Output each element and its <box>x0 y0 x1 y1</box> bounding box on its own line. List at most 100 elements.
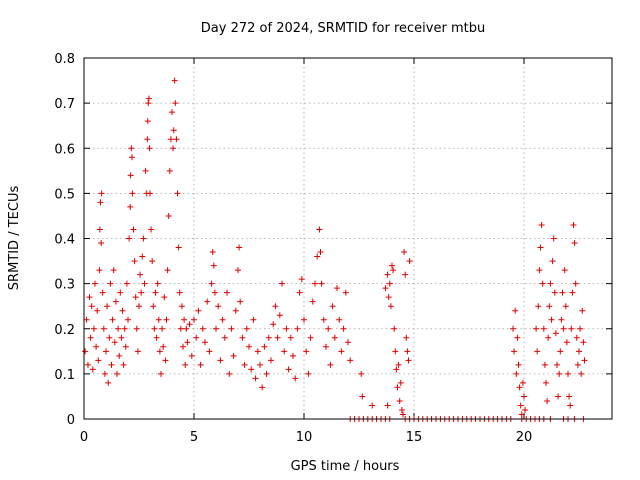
data-point <box>387 303 394 310</box>
data-point <box>243 325 250 332</box>
data-point <box>539 280 546 287</box>
data-point <box>84 361 91 368</box>
x-axis-label: GPS time / hours <box>291 459 400 474</box>
data-point <box>342 289 349 296</box>
data-point <box>294 325 301 332</box>
data-point <box>560 325 567 332</box>
data-point <box>549 258 556 265</box>
data-point <box>153 334 160 341</box>
data-point <box>176 289 183 296</box>
data-point <box>274 334 281 341</box>
data-point <box>115 325 122 332</box>
data-point <box>544 397 551 404</box>
axis-ticks <box>83 57 612 420</box>
data-point <box>195 307 202 314</box>
data-point <box>236 244 243 251</box>
data-point <box>178 303 185 310</box>
data-point <box>228 325 235 332</box>
data-point <box>127 172 134 179</box>
data-point <box>359 393 366 400</box>
data-point <box>161 294 168 301</box>
data-point <box>392 348 399 355</box>
data-point <box>88 303 95 310</box>
chart-title: Day 272 of 2024, SRMTID for receiver mtb… <box>201 21 485 36</box>
data-point <box>572 280 579 287</box>
y-tick-label: 0.4 <box>54 233 75 248</box>
data-point <box>279 280 285 287</box>
data-point <box>276 312 283 319</box>
data-point <box>541 361 548 368</box>
data-point <box>568 325 575 332</box>
data-point <box>83 316 90 323</box>
data-point <box>314 253 321 260</box>
data-point <box>159 325 166 332</box>
data-point <box>510 325 516 332</box>
data-point <box>252 375 259 382</box>
data-point <box>287 334 294 341</box>
data-point <box>389 262 395 269</box>
data-point <box>578 370 585 377</box>
data-point <box>117 289 124 296</box>
y-tick-label: 0.5 <box>54 187 75 202</box>
data-point <box>210 262 217 269</box>
data-point <box>390 267 397 274</box>
data-point <box>160 343 167 350</box>
data-point <box>130 226 137 233</box>
data-point <box>283 325 290 332</box>
data-point <box>126 235 133 242</box>
data-point <box>182 361 189 368</box>
data-point <box>120 361 127 368</box>
x-tick-label: 0 <box>80 430 88 445</box>
data-point <box>369 402 376 409</box>
data-point <box>581 357 588 364</box>
data-point <box>331 334 338 341</box>
data-point <box>547 280 554 287</box>
data-points <box>82 77 588 422</box>
data-point <box>110 267 117 274</box>
data-point <box>281 348 288 355</box>
data-point <box>95 357 102 364</box>
data-point <box>533 325 540 332</box>
data-point <box>90 325 97 332</box>
data-point <box>550 235 557 242</box>
data-point <box>138 289 145 296</box>
data-point <box>562 303 569 310</box>
data-point <box>534 348 541 355</box>
data-point <box>561 267 568 274</box>
y-tick-label: 0.7 <box>54 97 75 112</box>
data-point <box>237 298 244 305</box>
y-tick-label: 0 <box>67 413 75 428</box>
data-point <box>164 267 171 274</box>
data-point <box>98 240 105 247</box>
data-point <box>248 366 255 373</box>
data-point <box>155 316 162 323</box>
x-tick-label: 5 <box>190 430 198 445</box>
data-point <box>384 402 391 409</box>
data-point <box>347 357 354 364</box>
data-point <box>107 280 114 287</box>
data-point <box>555 393 562 400</box>
grid-lines <box>84 58 612 419</box>
data-point <box>385 294 392 301</box>
data-point <box>522 406 529 413</box>
data-point <box>128 154 135 161</box>
data-point <box>148 226 155 233</box>
y-tick-label: 0.8 <box>54 52 75 67</box>
data-point <box>579 307 586 314</box>
data-point <box>517 402 524 409</box>
data-point <box>290 352 296 359</box>
data-point <box>513 370 520 377</box>
data-point <box>340 325 347 332</box>
data-point <box>230 352 237 359</box>
data-point <box>334 285 340 292</box>
data-point <box>511 348 518 355</box>
data-point <box>119 307 126 314</box>
data-point <box>554 361 560 368</box>
x-tick-label: 10 <box>296 430 313 445</box>
data-point <box>538 221 545 228</box>
data-point <box>318 280 325 287</box>
data-point <box>129 190 136 197</box>
data-point <box>98 190 105 197</box>
data-point <box>546 303 553 310</box>
data-point <box>101 370 108 377</box>
